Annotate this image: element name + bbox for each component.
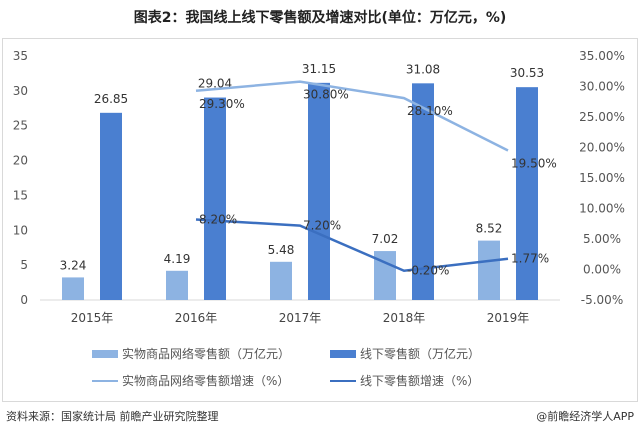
legend-label: 线下零售额（万亿元） — [360, 347, 481, 361]
right-tick-label: 30.00% — [579, 80, 625, 94]
x-tick-label: 2016年 — [175, 311, 218, 325]
left-tick-label: 15 — [13, 188, 28, 202]
bar-data-label: 31.08 — [406, 62, 440, 76]
legend-swatch — [330, 379, 356, 382]
legend-item-online-sales: 实物商品网络零售额（万亿元） — [92, 345, 290, 362]
bar-online — [374, 251, 396, 300]
bar-data-label: 31.15 — [302, 62, 336, 76]
line-online-growth — [195, 80, 509, 152]
legend-swatch — [92, 379, 118, 382]
line-offline-growth — [195, 218, 509, 273]
line-data-label: 8.20% — [199, 212, 237, 226]
line-data-label: -0.20% — [407, 264, 449, 278]
line-data-label: 1.77% — [511, 252, 549, 266]
bar-online — [166, 270, 188, 300]
right-tick-label: 25.00% — [579, 110, 625, 124]
bar-offline — [412, 83, 434, 300]
left-tick-label: 5 — [20, 258, 28, 272]
right-tick-label: 20.00% — [579, 141, 625, 155]
line-data-label: 19.50% — [511, 157, 557, 171]
bar-data-label: 5.48 — [268, 243, 295, 257]
bar-offline — [100, 112, 122, 301]
x-tick-label: 2017年 — [279, 311, 322, 325]
bar-offline — [516, 87, 538, 300]
line-data-label: 7.20% — [303, 219, 341, 233]
right-tick-label: 5.00% — [583, 232, 621, 246]
legend-item-offline-growth: 线下零售额增速（%） — [330, 372, 479, 389]
left-tick-label: 20 — [13, 154, 28, 168]
legend-label: 实物商品网络零售额增速（%） — [122, 374, 290, 388]
bar-data-label: 4.19 — [164, 252, 191, 266]
bar-data-label: 26.85 — [94, 92, 128, 106]
legend-item-offline-sales: 线下零售额（万亿元） — [330, 345, 480, 362]
bar-data-label: 29.04 — [198, 77, 232, 91]
right-tick-label: 15.00% — [579, 171, 625, 185]
legend-label: 实物商品网络零售额（万亿元） — [122, 347, 291, 361]
bar-data-label: 30.53 — [510, 66, 544, 80]
right-tick-label: 10.00% — [579, 202, 625, 216]
line-data-label: 30.80% — [303, 88, 349, 102]
source-note: 资料来源：国家统计局 前瞻产业研究院整理 — [6, 410, 219, 423]
x-tick-label: 2019年 — [487, 311, 530, 325]
bar-offline — [308, 82, 330, 300]
line-data-label: 29.30% — [199, 97, 245, 111]
bar-online — [478, 240, 500, 300]
left-tick-label: 10 — [13, 223, 28, 237]
legend-label: 线下零售额增速（%） — [360, 374, 480, 388]
line-data-label: 28.10% — [407, 104, 453, 118]
bar-offline — [204, 97, 226, 300]
bar-data-label: 3.24 — [60, 258, 87, 272]
legend-swatch — [330, 349, 356, 358]
legend-swatch — [92, 349, 118, 358]
x-tick-label: 2018年 — [383, 311, 426, 325]
left-tick-label: 35 — [13, 49, 28, 63]
bar-online — [62, 277, 84, 300]
left-tick-label: 25 — [13, 119, 28, 133]
chart-title: 图表2：我国线上线下零售额及增速对比(单位：万亿元，%) — [133, 10, 507, 26]
bar-data-label: 8.52 — [476, 222, 503, 236]
right-tick-label: -5.00% — [581, 293, 623, 307]
left-tick-label: 30 — [13, 84, 28, 98]
legend-item-online-growth: 实物商品网络零售额增速（%） — [92, 372, 289, 389]
left-tick-label: 0 — [20, 293, 28, 307]
bar-online — [270, 261, 292, 300]
credit: @前瞻经济学人APP — [536, 410, 634, 423]
right-tick-label: 0.00% — [583, 263, 621, 277]
x-tick-label: 2015年 — [71, 311, 114, 325]
bar-data-label: 7.02 — [372, 232, 399, 246]
right-tick-label: 35.00% — [579, 49, 625, 63]
